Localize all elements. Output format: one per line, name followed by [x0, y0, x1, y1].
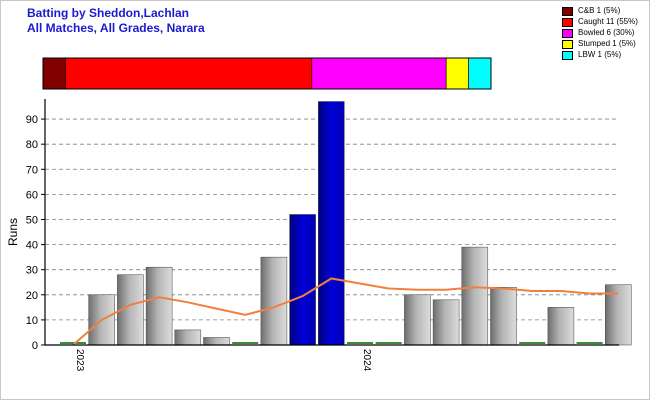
y-tick-label: 50	[26, 214, 38, 226]
bar	[432, 299, 460, 346]
bar	[289, 214, 316, 346]
legend-swatch	[562, 29, 573, 38]
legend-label: Stumped 1 (5%)	[578, 39, 636, 48]
bar	[232, 342, 259, 344]
legend-label: Caught 11 (55%)	[578, 17, 638, 26]
dismissal-segment	[468, 57, 492, 90]
legend-swatch	[562, 18, 573, 27]
dismissal-segment	[65, 57, 313, 90]
y-tick-label: 0	[32, 340, 38, 352]
bar	[375, 342, 402, 344]
legend-label: LBW 1 (5%)	[578, 50, 622, 59]
bar	[519, 342, 546, 344]
dismissal-segment	[445, 57, 469, 90]
y-tick-label: 90	[26, 114, 38, 126]
y-tick-label: 30	[26, 265, 38, 277]
bar	[605, 284, 632, 346]
bar	[547, 307, 575, 346]
bar	[60, 342, 86, 344]
y-tick-label: 20	[26, 290, 38, 302]
legend-label: C&B 1 (5%)	[578, 6, 621, 15]
legend-swatch	[562, 51, 573, 60]
y-tick-label: 60	[26, 189, 38, 201]
dismissal-segment	[311, 57, 447, 90]
y-axis-label: Runs	[6, 218, 20, 246]
dismissal-segment	[42, 57, 66, 90]
bar	[145, 266, 173, 346]
bar	[318, 101, 345, 346]
y-tick-label: 40	[26, 240, 38, 252]
legend-swatch	[562, 40, 573, 49]
bar	[461, 246, 489, 346]
bar	[404, 294, 431, 346]
legend-swatch	[562, 7, 573, 16]
bar	[576, 342, 603, 344]
bar	[490, 287, 517, 346]
average-line	[72, 277, 619, 346]
dismissal-bar-outline	[42, 57, 492, 90]
x-tick-label: 2023	[74, 349, 85, 372]
legend-label: Bowled 6 (30%)	[578, 28, 635, 37]
bar	[347, 342, 373, 344]
bar	[174, 329, 202, 346]
y-tick-label: 80	[26, 139, 38, 151]
y-tick-label: 70	[26, 164, 38, 176]
chart-title: Batting by Sheddon,Lachlan	[27, 6, 190, 20]
bar	[203, 337, 230, 346]
x-tick-label: 2024	[361, 349, 372, 372]
chart-subtitle: All Matches, All Grades, Narara	[27, 21, 205, 35]
bar	[260, 256, 288, 346]
y-tick-label: 10	[26, 315, 38, 327]
